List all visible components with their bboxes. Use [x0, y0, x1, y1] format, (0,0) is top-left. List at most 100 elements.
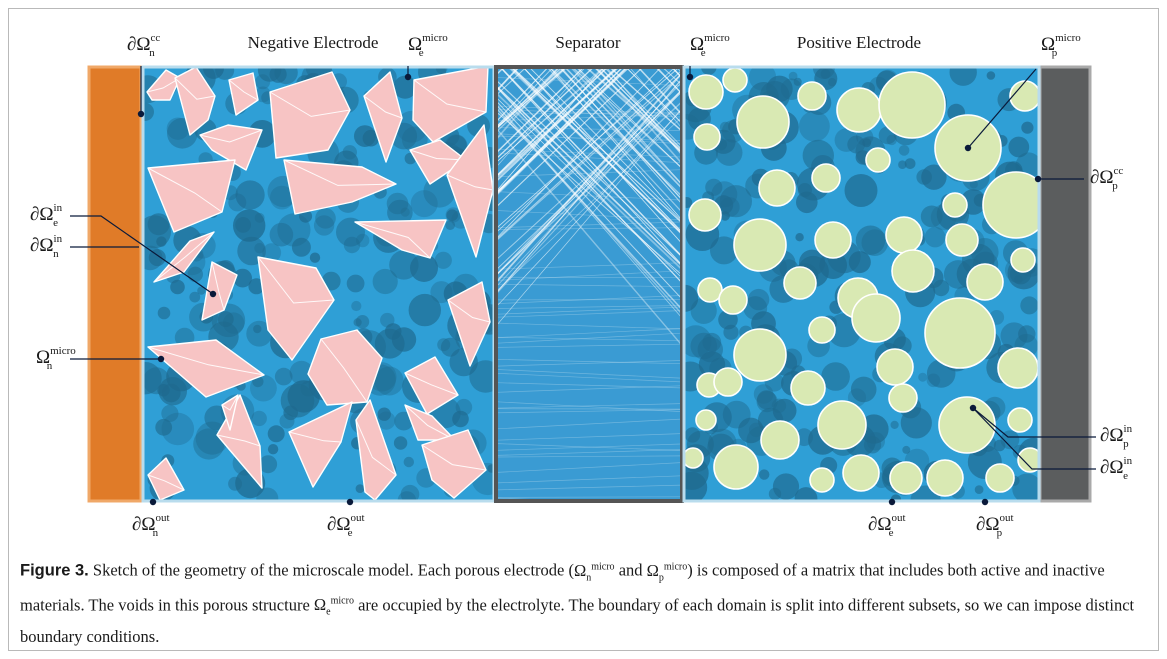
separator-fiber: [522, 67, 681, 232]
matrix-pore: [393, 75, 417, 99]
positive-particle: [942, 192, 968, 218]
figure-frame: [8, 8, 1159, 651]
separator-fiber: [497, 67, 620, 179]
separator-fiber: [497, 109, 681, 326]
matrix-pore: [795, 233, 804, 242]
positive-particle: [695, 409, 717, 431]
negative-electrode-label: Negative Electrode: [248, 33, 379, 52]
matrix-pore: [799, 110, 830, 142]
positive-particle: [758, 169, 796, 207]
matrix-pore: [949, 67, 977, 86]
separator-fiber: [522, 67, 681, 244]
matrix-pore: [377, 407, 391, 421]
separator-fiber: [497, 67, 619, 177]
matrix-pore: [374, 328, 405, 359]
symbol-n-micro: Ωmicro n: [36, 345, 76, 372]
matrix-pore: [743, 296, 768, 320]
positive-particle: [842, 454, 880, 492]
matrix-pore: [233, 209, 266, 242]
matrix-pore: [850, 376, 877, 403]
figure-caption: Figure 3. Sketch of the geometry of the …: [20, 555, 1150, 649]
matrix-pore: [719, 121, 731, 133]
symbol-n-out: ∂Ωout n: [132, 512, 170, 539]
matrix-pore: [921, 164, 947, 190]
matrix-pore: [722, 400, 751, 429]
matrix-pore: [697, 336, 723, 363]
positive-particle: [1009, 80, 1038, 112]
positive-particle: [878, 71, 946, 139]
matrix-pore: [274, 367, 293, 386]
matrix-pore: [393, 436, 408, 450]
positive-particle: [938, 396, 996, 454]
matrix-pore: [233, 268, 253, 288]
symbol-e-out-2: ∂Ωout e: [868, 512, 906, 539]
separator-fiber: [570, 67, 681, 185]
matrix-pore: [248, 278, 265, 295]
symbol-p-micro: Ωmicro p: [1041, 32, 1081, 59]
separator-fiber: [497, 72, 681, 283]
separator-fiber: [511, 67, 681, 223]
positive-particle: [985, 463, 1015, 493]
positive-particle: [889, 461, 923, 495]
matrix-pore: [684, 197, 693, 208]
separator-fiber: [497, 67, 586, 167]
matrix-pore: [253, 324, 262, 334]
matrix-pore: [710, 236, 738, 265]
matrix-pore: [336, 217, 365, 247]
separator-fiber: [497, 92, 681, 270]
matrix-pore: [738, 417, 764, 444]
separator-fiber: [497, 67, 585, 154]
positive-electrode-label: Positive Electrode: [797, 33, 921, 52]
matrix-pore: [156, 236, 167, 247]
positive-particle: [966, 263, 1004, 301]
matrix-pore: [902, 445, 911, 454]
separator-fiber: [528, 67, 681, 222]
leader-e-in-left: [70, 215, 214, 295]
matrix-pore: [267, 425, 285, 443]
matrix-pore: [362, 129, 380, 147]
matrix-pore: [855, 225, 886, 255]
separator-fiber: [497, 79, 681, 293]
positive-particle: [693, 123, 721, 151]
negative-current-collector: [87, 65, 143, 503]
separator-fiber: [497, 101, 681, 275]
matrix-pore: [255, 86, 271, 103]
matrix-pore: [719, 197, 740, 217]
matrix-pore: [251, 410, 267, 427]
separator-fiber: [497, 67, 629, 196]
matrix-pore: [1018, 325, 1036, 343]
separator-fiber: [560, 67, 681, 204]
separator-fiber: [497, 67, 628, 195]
positive-particle: [876, 348, 914, 386]
matrix-pore: [993, 439, 1006, 452]
positive-particle: [797, 81, 827, 111]
separator-fiber: [558, 67, 681, 200]
negative-particle: [421, 429, 487, 499]
symbol-e-micro-1: Ωmicro e: [408, 32, 448, 59]
microscale-geometry-diagram: Negative Electrode Separator Positive El…: [30, 32, 1133, 539]
positive-particle: [808, 316, 836, 344]
caption-symbol-p: Ωpmicro: [646, 560, 688, 583]
matrix-pore: [250, 374, 277, 402]
positive-particle: [809, 467, 835, 493]
matrix-pore: [155, 418, 173, 436]
matrix-pore: [197, 286, 206, 295]
matrix-pore: [170, 279, 185, 295]
matrix-pore: [400, 207, 410, 217]
symbol-p-cc: ∂Ωcc p: [1090, 165, 1123, 192]
separator-fiber: [497, 128, 681, 346]
negative-active-particles: [146, 67, 494, 501]
separator-fiber: [497, 117, 681, 292]
matrix-pore: [394, 411, 414, 431]
matrix-pore: [1012, 473, 1038, 501]
positive-electrode-region: [684, 67, 1038, 501]
matrix-pore: [793, 77, 802, 86]
matrix-pore: [844, 174, 878, 207]
positive-particle: [814, 221, 852, 259]
matrix-pore: [280, 383, 315, 418]
separator-fiber: [499, 67, 681, 265]
matrix-pore: [400, 484, 420, 501]
positive-particle: [713, 444, 759, 490]
matrix-pore: [794, 487, 818, 501]
matrix-pore: [408, 293, 441, 327]
